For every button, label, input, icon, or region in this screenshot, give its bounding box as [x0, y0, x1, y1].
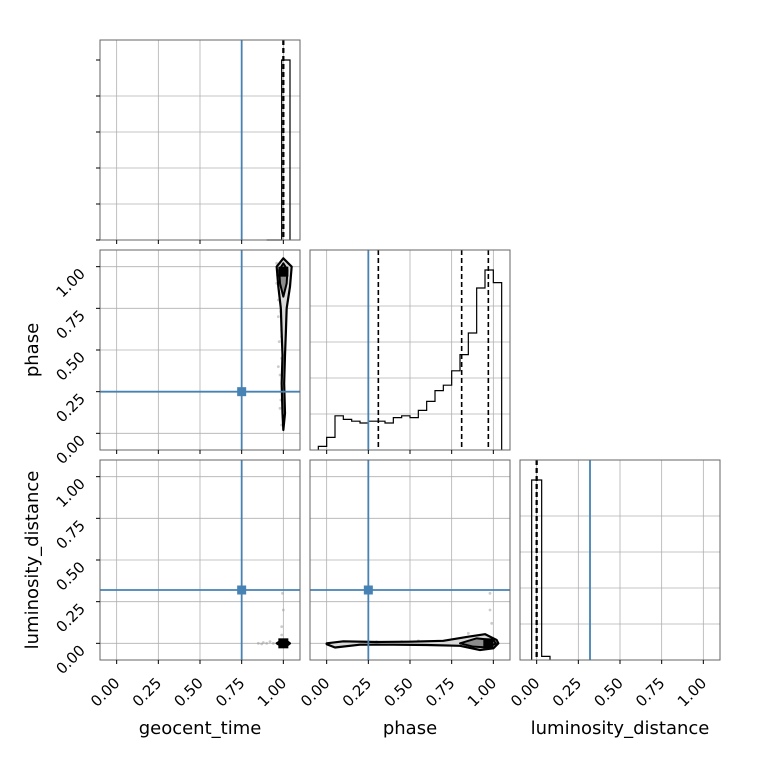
y-tick-label: 0.75	[52, 516, 88, 552]
contour-outer	[275, 257, 293, 432]
scatter-point	[280, 625, 284, 629]
x-axis-label-geocent_time: geocent_time	[139, 718, 262, 739]
x-tick-label: 0.50	[170, 674, 206, 710]
y-tick-label: 0.75	[52, 306, 88, 342]
panel-phase-hist	[309, 249, 511, 454]
density-peak	[278, 638, 289, 649]
truth-marker	[363, 585, 373, 595]
scatter-point	[276, 365, 280, 369]
truth-marker	[237, 585, 247, 595]
scatter-point	[277, 340, 281, 344]
y-tick-label: 0.00	[52, 641, 88, 677]
y-axis-label-luminosity_distance: luminosity_distance	[22, 471, 43, 650]
x-axis-label-phase: phase	[383, 718, 437, 739]
x-tick-label: 0.25	[339, 674, 375, 710]
scatter-point	[256, 641, 260, 645]
x-tick-label: 0.75	[422, 674, 458, 710]
scatter-point	[490, 621, 494, 625]
histogram-geocent_time	[266, 59, 291, 241]
y-tick-label: 0.50	[52, 558, 88, 594]
y-tick-label: 0.50	[52, 348, 88, 384]
scatter-point	[280, 633, 284, 637]
x-tick-label: 0.00	[297, 674, 333, 710]
panel-luminosity_distance-hist: 0.00 0.25 0.50 0.75 1.00 luminosity_distance	[507, 459, 721, 739]
contour-outer	[325, 633, 500, 652]
panel-geocent_time-vs-phase: 0.00 0.25 0.50 0.75 1.00 phase	[22, 249, 301, 468]
panel-geocent_time-vs-luminosity_distance: 0.00 0.25 0.50 0.75 1.00geocent_time0.000.25…	[22, 459, 301, 739]
scatter-point	[488, 608, 492, 612]
x-tick-label: 0.75	[212, 674, 248, 710]
histogram-luminosity_distance	[531, 479, 551, 660]
y-tick-label: 1.00	[52, 475, 88, 511]
x-tick-label: 0.25	[549, 674, 585, 710]
scatter-point	[278, 373, 282, 377]
scatter-point	[466, 631, 470, 635]
panel-phase-vs-luminosity_distance: 0.00 0.25 0.50 0.75 1.00 phase	[297, 459, 511, 739]
histogram-phase	[317, 269, 503, 450]
panel-geocent_time-hist	[96, 39, 301, 244]
y-tick-label: 0.00	[52, 431, 88, 467]
scatter-point	[268, 640, 272, 644]
x-tick-label: 0.75	[632, 674, 668, 710]
scatter-point	[281, 608, 285, 612]
scatter-point	[488, 591, 492, 595]
x-tick-label: 1.00	[674, 674, 710, 710]
x-tick-label: 0.00	[507, 674, 543, 710]
scatter-point	[271, 641, 275, 645]
x-axis-label-luminosity_distance: luminosity_distance	[531, 718, 710, 739]
y-tick-label: 0.25	[52, 600, 88, 636]
x-tick-label: 0.50	[590, 674, 626, 710]
x-tick-label: 0.25	[129, 674, 165, 710]
x-tick-label: 1.00	[464, 674, 500, 710]
density-peak	[278, 266, 289, 277]
density-peak	[483, 638, 494, 649]
y-axis-label-phase: phase	[22, 323, 43, 377]
scatter-point	[281, 591, 284, 595]
scatter-point	[276, 315, 280, 319]
truth-marker	[237, 387, 247, 397]
x-tick-label: 0.00	[87, 674, 123, 710]
scatter-point	[260, 642, 264, 646]
x-tick-label: 1.00	[254, 674, 290, 710]
scatter-point	[265, 641, 269, 645]
scatter-point	[278, 406, 282, 410]
y-tick-label: 0.25	[52, 390, 88, 426]
x-tick-label: 0.50	[380, 674, 416, 710]
y-tick-label: 1.00	[52, 265, 88, 301]
